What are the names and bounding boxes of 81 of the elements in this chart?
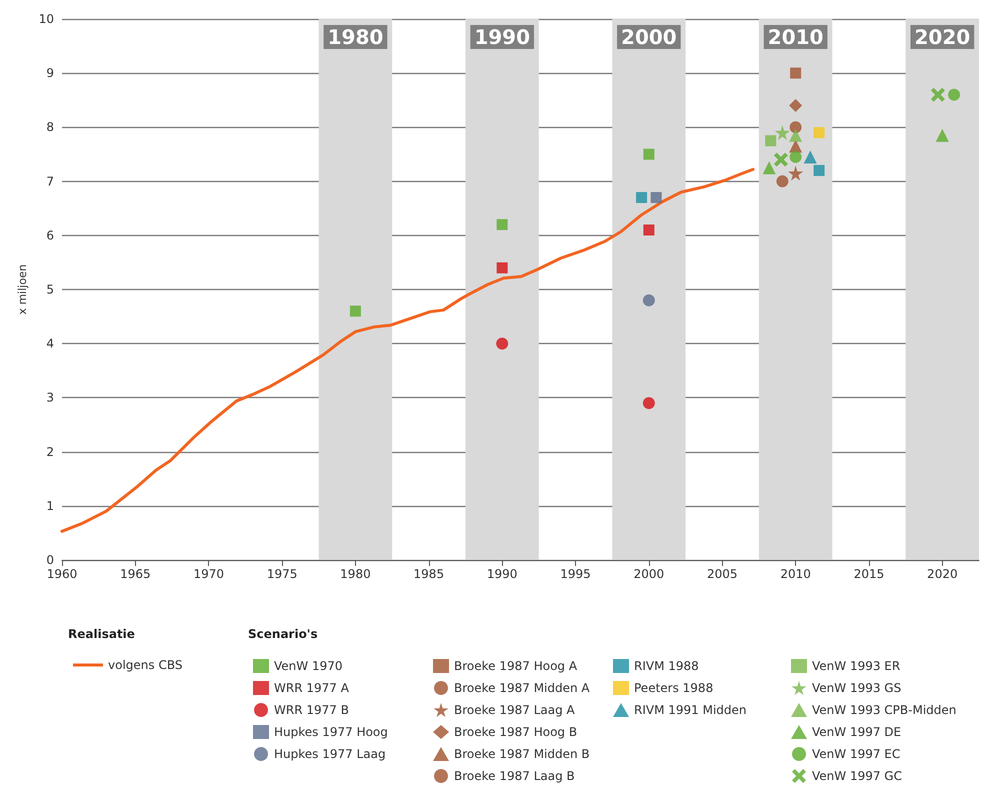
- y-tick-label: 5: [46, 282, 54, 296]
- point: [643, 148, 654, 160]
- x-tick-label: 1965: [120, 567, 151, 581]
- point: [650, 192, 662, 204]
- point: [496, 219, 508, 230]
- x-tick-label: 2015: [854, 567, 884, 581]
- band-label: 2010: [768, 25, 824, 49]
- x-tick-label: 1985: [414, 567, 444, 581]
- point: [774, 152, 788, 167]
- x-tick-label: 2005: [706, 567, 738, 581]
- legend-label: Broeke 1987 Midden A: [454, 681, 590, 695]
- legend-label: VenW 1993 CPB-Midden: [812, 703, 956, 717]
- legend-label: WRR 1977 A: [274, 681, 350, 695]
- point: [930, 88, 945, 102]
- point: [643, 224, 654, 236]
- legend-label: Hupkes 1977 Hoog: [274, 725, 388, 739]
- point: [788, 166, 804, 181]
- y-tick-label: 0: [46, 553, 54, 567]
- point: [642, 294, 655, 306]
- point: [804, 150, 817, 164]
- legend-label: volgens CBS: [108, 658, 182, 672]
- y-tick-label: 8: [46, 120, 54, 134]
- y-tick-label: 1: [46, 498, 54, 513]
- x-tick-label: 2000: [634, 567, 664, 581]
- point: [948, 88, 960, 101]
- point: [814, 127, 825, 138]
- band-label: 1990: [474, 25, 530, 49]
- point: [776, 175, 788, 188]
- legend-label: VenW 1970: [274, 659, 342, 673]
- x-tick-label: 1975: [266, 567, 298, 581]
- legend-label: VenW 1993 GS: [812, 681, 902, 695]
- point: [814, 164, 825, 176]
- x-tick-label: 1980: [340, 567, 371, 581]
- legend-label: Broeke 1987 Midden B: [454, 747, 590, 761]
- x-tick-label: 1970: [193, 567, 224, 581]
- legend-label: Broeke 1987 Laag B: [454, 769, 575, 783]
- legend-label: RIVM 1988: [634, 659, 699, 673]
- legend-title: Scenario's: [248, 627, 318, 641]
- legend-label: Broeke 1987 Hoog A: [454, 659, 578, 673]
- point: [642, 397, 655, 410]
- point: [790, 68, 802, 79]
- point: [765, 135, 776, 146]
- legend-label: RIVM 1991 Midden: [634, 703, 747, 717]
- point: [762, 161, 776, 174]
- point: [496, 262, 508, 274]
- point: [789, 99, 802, 112]
- point: [790, 150, 802, 163]
- y-tick-label: 3: [46, 390, 54, 405]
- legend-label: Hupkes 1977 Laag: [274, 747, 386, 761]
- legend-label: VenW 1997 EC: [812, 747, 900, 761]
- band-label: 2020: [914, 25, 970, 49]
- point: [350, 306, 361, 317]
- x-tick-label: 2020: [927, 567, 958, 581]
- point: [936, 128, 949, 142]
- legend-label: Broeke 1987 Laag A: [454, 703, 576, 717]
- y-tick-label: 4: [46, 336, 54, 351]
- legend-label: VenW 1993 ER: [812, 659, 900, 673]
- point: [789, 128, 802, 142]
- y-tick-label: 9: [46, 66, 54, 80]
- x-tick-label: 1990: [486, 567, 518, 581]
- y-tick-label: 7: [46, 174, 54, 188]
- x-tick-label: 1995: [560, 567, 591, 581]
- y-axis-title: x miljoen: [16, 264, 29, 315]
- point: [790, 121, 802, 134]
- point: [496, 338, 508, 350]
- point: [774, 125, 790, 140]
- line-series: [60, 168, 755, 533]
- point: [636, 192, 648, 204]
- x-tick-label: 1960: [46, 567, 78, 581]
- legend-label: Broeke 1987 Hoog B: [454, 725, 578, 739]
- legend-label: WRR 1977 B: [274, 703, 349, 717]
- band-label: 1980: [328, 25, 384, 49]
- legend-label: VenW 1997 DE: [812, 725, 902, 739]
- y-tick-label: 2: [46, 444, 54, 459]
- y-tick-label: 6: [46, 228, 54, 242]
- legend-label: VenW 1997 GC: [812, 769, 902, 783]
- band-label: 2000: [621, 25, 677, 49]
- x-tick-label: 2010: [780, 567, 811, 581]
- y-tick-label: 10: [38, 12, 54, 26]
- text: Realisatie: [68, 627, 135, 641]
- legend-label: Peeters 1988: [634, 681, 714, 695]
